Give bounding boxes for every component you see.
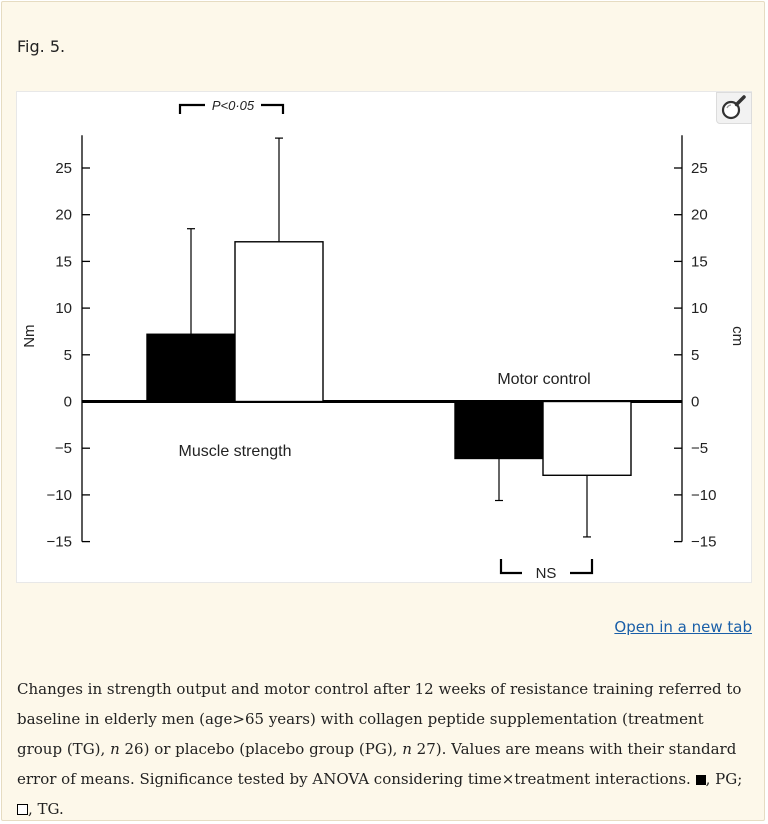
left-axis-tick-label: −15 <box>47 534 72 551</box>
pg-bar <box>146 333 236 403</box>
significance-bracket-left <box>178 103 205 114</box>
right-axis-tick-label: 15 <box>691 253 708 270</box>
left-axis-tick-label: 15 <box>55 253 72 270</box>
caption-text-3: 27). Values are means with their standar… <box>17 740 737 788</box>
left-axis-tick-label: −5 <box>55 440 72 457</box>
open-in-new-tab-link[interactable]: Open in a new tab <box>614 618 752 636</box>
right-axis-tick-label: 10 <box>691 300 708 317</box>
right-axis-tick-label: 5 <box>691 347 699 364</box>
bar-chart: 25 20 15 10 5 0 −5 −10 −15 Nm 25 20 15 10 5 0 −5 −10 −15 cm… <box>21 98 746 582</box>
caption-text-1: Changes in strength output and motor con… <box>17 680 742 758</box>
left-axis-title: Nm <box>21 324 38 347</box>
left-axis-tick-label: 25 <box>55 160 72 177</box>
ns-bracket-left <box>499 559 522 575</box>
left-axis-tick-label: 5 <box>64 347 72 364</box>
right-axis-tick-label: 20 <box>691 207 708 224</box>
left-axis-tick-label: 20 <box>55 207 72 224</box>
right-axis-tick-label: 25 <box>691 160 708 177</box>
significance-label-p: P<0·05 <box>212 98 255 113</box>
right-axis-tick-label: 0 <box>691 394 699 411</box>
left-axis-tick-label: 10 <box>55 300 72 317</box>
right-axis-tick-label: −15 <box>691 534 716 551</box>
zoom-button[interactable] <box>716 92 752 124</box>
figure-caption: Changes in strength output and motor con… <box>17 674 752 824</box>
right-axis-title: cm <box>729 326 746 346</box>
magnifier-icon <box>721 95 746 120</box>
right-axis-tick-label: −5 <box>691 440 708 457</box>
tg-legend-square <box>17 804 28 815</box>
pg-bar <box>454 400 544 460</box>
caption-n-label-2: n <box>402 740 412 758</box>
figure-image[interactable]: 25 20 15 10 5 0 −5 −10 −15 Nm 25 20 15 10 5 0 −5 −10 −15 cm… <box>16 91 752 583</box>
figure-label: Fig. 5. <box>17 37 66 56</box>
caption-tg-legend: , TG. <box>28 800 64 818</box>
left-axis-tick-label: 0 <box>64 394 72 411</box>
caption-text-2: 26) or placebo (placebo group (PG), <box>119 740 403 758</box>
right-axis-tick-label: −10 <box>691 487 716 504</box>
group-label-motor-control: Motor control <box>497 371 590 388</box>
tg-bar <box>234 241 324 403</box>
significance-bracket-right <box>261 103 285 114</box>
significance-label-ns: NS <box>536 565 557 582</box>
caption-pg-legend: , PG; <box>705 770 743 788</box>
ns-bracket-right <box>570 559 594 575</box>
left-axis-tick-label: −10 <box>47 487 72 504</box>
caption-n-label-1: n <box>110 740 120 758</box>
group-label-muscle-strength: Muscle strength <box>179 443 292 460</box>
tg-bar <box>542 400 632 476</box>
pg-legend-square <box>695 775 706 785</box>
